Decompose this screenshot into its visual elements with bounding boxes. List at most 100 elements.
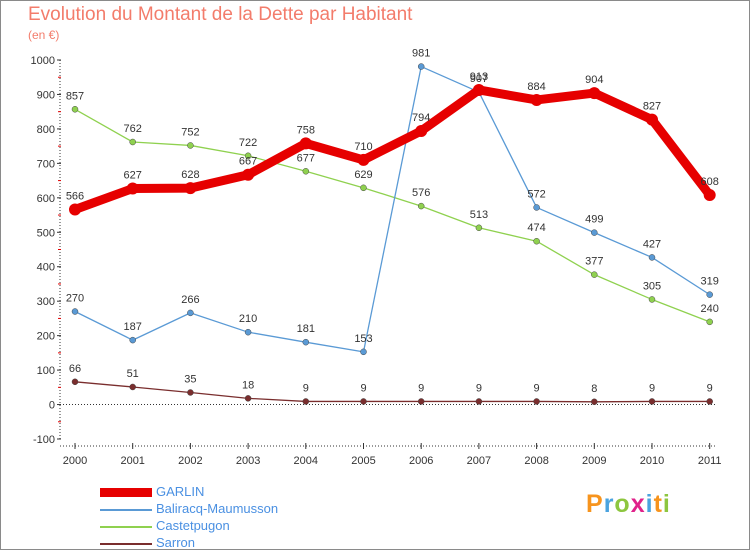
data-label: 9 [360,382,366,394]
data-label: 51 [127,368,139,380]
data-point [533,204,540,211]
data-label: 153 [354,333,372,345]
data-label: 710 [354,141,372,153]
data-label: 904 [585,74,603,86]
logo-letter: t [653,490,663,518]
x-tick-label: 2011 [698,455,722,467]
data-point [126,182,139,195]
data-point [591,398,598,406]
logo-letter: i [645,490,654,518]
y-tick-label: 100 [37,365,55,377]
data-point [706,398,713,405]
data-label: 305 [643,280,661,292]
logo-letter: o [614,490,631,518]
data-point [302,168,310,175]
data-point [187,389,194,396]
data-point [242,168,255,181]
data-point [187,309,194,317]
data-label: 762 [124,123,142,135]
data-point [69,203,81,216]
chart-title: Evolution du Montant de la Dette par Hab… [28,4,413,25]
x-tick-label: 2002 [178,455,202,467]
logo-letter: i [662,490,671,518]
data-point [591,229,598,236]
data-point [415,124,428,137]
data-point [129,383,136,391]
data-label: 677 [297,152,315,164]
data-point [244,395,252,402]
data-label: 270 [66,293,84,305]
data-label: 627 [124,170,142,182]
data-point [472,83,485,96]
data-point [648,398,656,405]
y-tick-label: 700 [37,158,55,170]
data-point [417,202,425,210]
y-tick-label: 400 [37,262,55,274]
legend-swatch [100,526,152,528]
data-point [591,271,598,278]
data-point [299,137,312,150]
data-label: 9 [476,382,482,394]
data-point [475,224,483,232]
data-label: 474 [527,222,545,234]
data-label: 913 [470,71,488,83]
legend-swatch [100,543,152,545]
data-label: 794 [412,112,430,124]
data-label: 513 [470,209,488,221]
x-tick-label: 2000 [63,455,87,467]
data-label: 9 [418,382,424,394]
data-point [187,142,194,149]
data-point [302,398,310,405]
data-point [588,87,601,100]
data-point [646,113,658,126]
data-point [533,237,540,245]
data-point [71,308,79,315]
data-label: 266 [181,294,199,306]
data-label: 499 [585,214,603,226]
data-point [302,338,310,346]
data-label: 722 [239,137,257,149]
data-point [703,189,716,202]
x-tick-label: 2004 [294,455,318,467]
data-label: 857 [66,90,84,102]
x-tick-label: 2007 [467,455,491,467]
series-line-baliracq-maumusson [74,65,711,353]
data-point [648,254,656,261]
legend-label: Baliracq-Maumusson [156,501,279,516]
data-label: 240 [701,303,719,315]
data-point [244,328,252,336]
data-label: 9 [649,382,655,394]
y-tick-label: 0 [49,400,55,412]
x-tick-label: 2006 [409,455,433,467]
y-tick-label: 300 [37,296,55,308]
data-point [475,398,483,405]
y-tick-label: 600 [37,193,55,205]
y-tick-label: -100 [33,434,55,446]
logo-letter: x [630,490,646,518]
data-label: 907 [470,73,488,85]
data-point [357,153,370,166]
y-tick-label: 200 [37,331,55,343]
proxiti-logo[interactable]: Proxiti [586,490,671,519]
data-point [417,398,425,405]
logo-letter: r [603,490,615,518]
data-label: 9 [707,382,713,394]
y-tick-label: 900 [37,89,55,101]
data-label: 9 [534,382,540,394]
data-point [417,63,425,70]
data-label: 377 [585,256,603,268]
data-label: 629 [354,169,372,181]
data-label: 427 [643,238,661,250]
data-label: 608 [701,176,719,188]
data-point [129,138,136,146]
data-point [530,93,543,106]
data-point [706,291,713,298]
series-line-castetpugon [74,108,711,323]
data-label: 210 [239,313,257,325]
x-tick-label: 2008 [524,455,548,467]
data-label: 752 [181,126,199,138]
data-label: 981 [412,48,430,60]
data-label: 181 [297,323,315,335]
data-point [360,184,367,192]
